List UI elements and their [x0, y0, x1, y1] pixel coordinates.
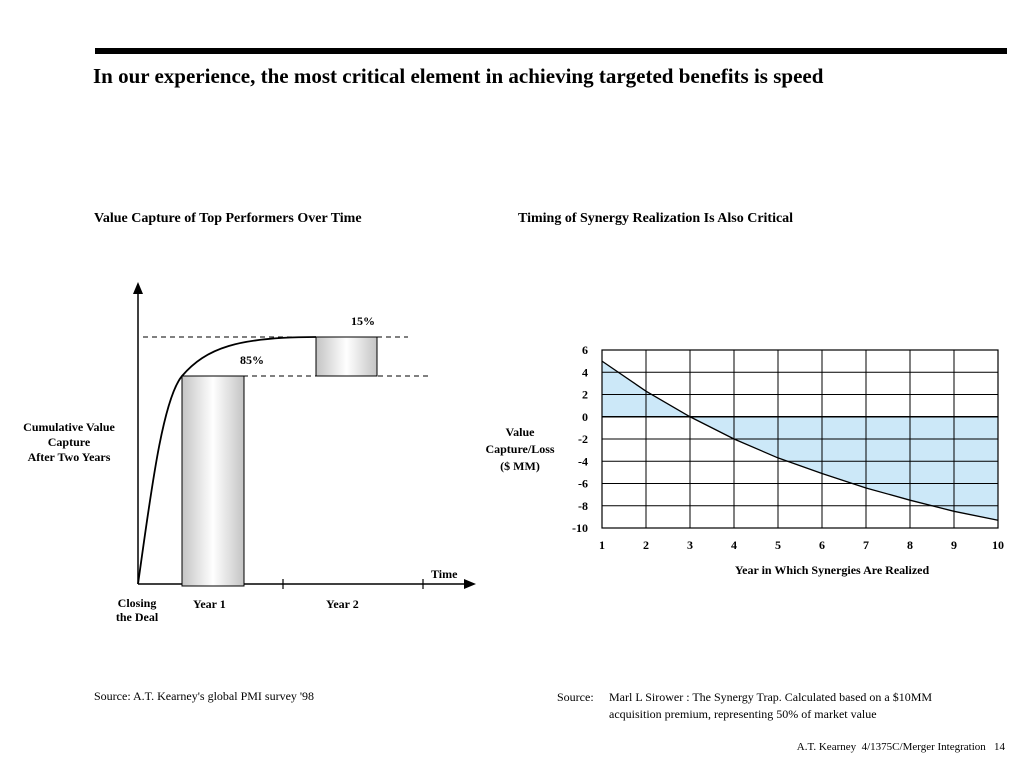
closing-label-line: the Deal — [115, 610, 159, 624]
x-tick-label: 8 — [907, 538, 913, 552]
page-title: In our experience, the most critical ele… — [93, 64, 824, 88]
pct-label-85: 85% — [240, 353, 264, 367]
y-tick-label: 2 — [582, 388, 588, 402]
synergy-line — [601, 360, 999, 521]
year2-label: Year 2 — [326, 597, 359, 611]
value-curve — [137, 336, 317, 585]
pct-label-15: 15% — [351, 314, 375, 328]
x-axis-arrow-icon — [464, 579, 476, 589]
right-source-label: Source: — [557, 690, 594, 704]
left-y-label-line: Cumulative Value — [23, 420, 115, 434]
footer: A.T. Kearney 4/1375C/Merger Integration … — [796, 741, 1005, 753]
y-tick-label: 6 — [582, 343, 588, 357]
x-tick-label: 9 — [951, 538, 957, 552]
y-axis-arrow-icon — [133, 282, 143, 294]
year1-bar — [181, 375, 245, 587]
left-y-label-line: After Two Years — [27, 450, 111, 464]
y-tick-label: 0 — [582, 410, 588, 424]
right-x-axis-label: Year in Which Synergies Are Realized — [734, 563, 930, 577]
plot-border — [601, 349, 999, 529]
x-tick-label: 6 — [819, 538, 825, 552]
right-source-line: Marl L Sirower : The Synergy Trap. Calcu… — [609, 690, 933, 704]
synergy-area — [602, 361, 998, 521]
x-tick-label: 7 — [863, 538, 869, 552]
right-y-axis-label: Value Capture/Loss ($ MM) — [474, 424, 566, 475]
right-y-label-line: ($ MM) — [500, 459, 540, 473]
synergy-area-fill — [602, 361, 998, 521]
time-axis-label: Time — [431, 567, 458, 581]
x-tick-label: 10 — [992, 538, 1004, 552]
left-y-axis-label: Cumulative Value Capture After Two Years — [5, 420, 133, 465]
synergy-timing-chart: 6 4 2 0 -2 -4 -6 -8 -10 1 2 3 4 5 6 7 8 9 10 — [572, 343, 1004, 552]
synergy-grid — [601, 349, 999, 529]
x-tick-label: 1 — [599, 538, 605, 552]
title-rule — [95, 48, 1007, 54]
year2-bar — [315, 336, 378, 377]
right-y-label-line: Capture/Loss — [485, 442, 555, 456]
synergy-x-ticks: 1 2 3 4 5 6 7 8 9 10 — [599, 538, 1004, 552]
synergy-y-ticks: 6 4 2 0 -2 -4 -6 -8 -10 — [572, 343, 588, 535]
x-tick-label: 4 — [731, 538, 737, 552]
x-tick-label: 3 — [687, 538, 693, 552]
y-tick-label: -10 — [572, 521, 588, 535]
y-tick-label: 4 — [582, 365, 588, 379]
year1-label: Year 1 — [193, 597, 226, 611]
synergy-curve-layer — [601, 360, 999, 521]
y-tick-label: -6 — [578, 477, 588, 491]
closing-label-line: Closing — [117, 596, 157, 610]
y-tick-label: -4 — [578, 454, 588, 468]
right-source-line: acquisition premium, representing 50% of… — [609, 707, 877, 721]
left-chart-subtitle: Value Capture of Top Performers Over Tim… — [94, 211, 362, 226]
right-y-label-line: Value — [505, 425, 535, 439]
y-tick-label: -2 — [578, 432, 588, 446]
right-chart-subtitle: Timing of Synergy Realization Is Also Cr… — [518, 211, 794, 226]
closing-deal-label: Closing the Deal — [102, 596, 172, 624]
value-capture-chart: 15% 85% — [133, 282, 476, 589]
x-tick-label: 5 — [775, 538, 781, 552]
left-source: Source: A.T. Kearney's global PMI survey… — [94, 689, 315, 703]
y-tick-label: -8 — [578, 499, 588, 513]
left-y-label-line: Capture — [47, 435, 91, 449]
x-tick-label: 2 — [643, 538, 649, 552]
right-source-text: Marl L Sirower : The Synergy Trap. Calcu… — [609, 689, 1019, 723]
